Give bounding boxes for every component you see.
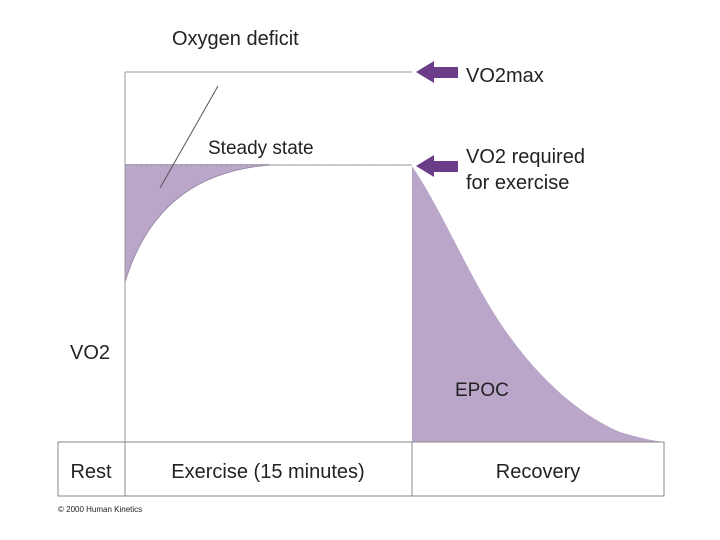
oxygen-deficit-label: Oxygen deficit (172, 28, 299, 50)
vo2max-label: VO2max (466, 65, 544, 87)
phase-exercise: Exercise (15 minutes) (171, 461, 364, 483)
arrow-left-icon (416, 61, 458, 83)
oxygen-deficit-area (125, 164, 270, 282)
oxygen-deficit-pointer (159, 85, 219, 189)
vo2-required-label: VO2 required (466, 146, 585, 168)
phase-bar (57, 441, 665, 497)
epoc-label: EPOC (455, 380, 509, 401)
arrow-left-icon (416, 155, 458, 177)
copyright-text: © 2000 Human Kinetics (58, 505, 142, 514)
steady-state-label: Steady state (208, 138, 314, 159)
phase-rest: Rest (70, 461, 112, 483)
for-exercise-label: for exercise (466, 172, 569, 194)
phase-recovery: Recovery (496, 461, 580, 483)
y-axis-label: VO2 (70, 342, 110, 364)
epoc-area (412, 166, 664, 442)
vo2-uptake-curve (124, 164, 412, 283)
